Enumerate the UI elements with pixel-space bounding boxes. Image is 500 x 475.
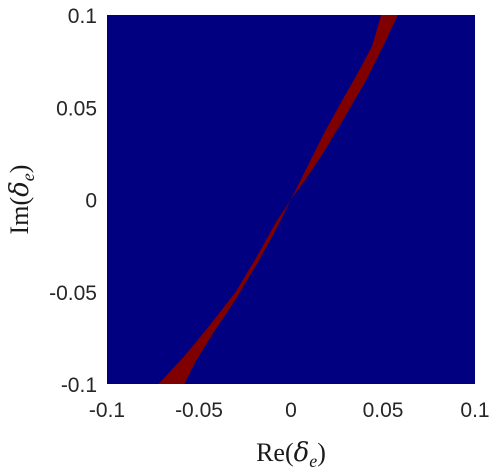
stable-region	[158, 15, 398, 384]
x-axis-label: Re(δe)	[256, 438, 326, 471]
x-axis-label-suffix: )	[317, 438, 326, 467]
plot-area	[107, 15, 475, 384]
y-tick-label: 0.05	[56, 97, 97, 120]
y-axis-label-symbol: δ	[5, 181, 35, 197]
y-axis-label-subscript: e	[18, 173, 38, 181]
y-tick-label: 0.1	[68, 5, 97, 28]
y-axis-label-suffix: )	[5, 165, 34, 174]
x-tick-label: 0.05	[363, 399, 404, 422]
x-axis-label-subscript: e	[309, 451, 317, 471]
x-tick-label: 0	[285, 399, 297, 422]
x-axis-label-prefix: Re(	[256, 438, 294, 467]
y-axis-ticks: 0.1 0.05 0 -0.05 -0.1	[49, 5, 97, 397]
y-axis-label-prefix: Im(	[5, 197, 34, 235]
y-tick-label: -0.05	[49, 282, 97, 305]
y-tick-label: -0.1	[61, 374, 97, 397]
x-axis-ticks: -0.1 -0.05 0 0.05 0.1	[89, 399, 490, 422]
x-tick-label: -0.05	[175, 399, 223, 422]
x-axis-label-symbol: δ	[294, 438, 310, 468]
x-tick-label: -0.1	[89, 399, 125, 422]
x-tick-label: 0.1	[460, 399, 489, 422]
y-axis-label: Im(δe)	[5, 165, 38, 235]
y-tick-label: 0	[85, 190, 97, 213]
